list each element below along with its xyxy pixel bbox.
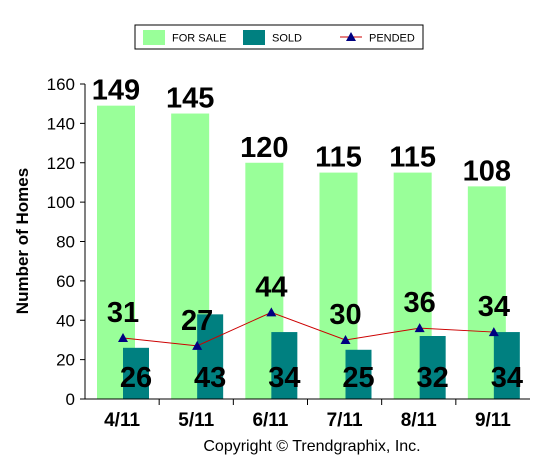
bar-sold (345, 349, 372, 399)
data-label-pended: 34 (478, 291, 510, 323)
bar-sold (197, 314, 224, 399)
data-label-sold: 32 (417, 362, 449, 394)
data-label-pended: 27 (181, 305, 213, 337)
y-tick-label: 20 (56, 351, 75, 370)
pended-series (118, 307, 499, 350)
bar-sold (493, 332, 520, 399)
data-label-for-sale: 145 (166, 83, 214, 115)
bar-sold (271, 332, 298, 399)
data-label-pended: 44 (255, 271, 287, 303)
legend-swatch-sold (243, 30, 265, 45)
data-label-pended: 30 (329, 299, 361, 331)
x-axis-ticks: 4/11 5/11 6/11 7/11 8/11 9/11 (104, 399, 511, 431)
pended-marker (488, 327, 499, 337)
pended-marker (340, 334, 351, 344)
legend-swatch-for-sale (143, 30, 165, 45)
y-axis-ticks: 0 20 40 60 80 100 120 140 160 (47, 75, 85, 409)
y-tick-label: 60 (56, 272, 75, 291)
data-label-sold: 34 (268, 362, 300, 394)
data-label-sold: 26 (120, 362, 152, 394)
y-tick-label: 100 (47, 193, 75, 212)
data-label-for-sale: 108 (463, 155, 511, 187)
pended-line (122, 311, 494, 347)
legend-label-pended: PENDED (369, 33, 415, 45)
x-tick-label: 7/11 (327, 410, 363, 431)
legend-marker-pended (346, 32, 356, 41)
bar-sold (123, 347, 149, 399)
data-label-for-sale: 120 (240, 132, 288, 164)
data-label-sold: 43 (194, 362, 226, 394)
legend: FOR SALE SOLD PENDED (134, 24, 424, 50)
data-label-for-sale: 115 (315, 142, 362, 174)
data-label-for-sale: 115 (389, 142, 436, 174)
axes (84, 84, 530, 400)
pended-marker (118, 332, 128, 342)
data-label-for-sale: 149 (92, 75, 140, 107)
pended-marker (266, 307, 277, 317)
pended-marker (192, 340, 203, 350)
x-tick-label: 9/11 (475, 410, 511, 431)
x-tick-label: 8/11 (401, 410, 437, 431)
legend-label-for-sale: FOR SALE (172, 33, 226, 45)
y-tick-label: 80 (56, 233, 75, 252)
pended-marker (414, 323, 425, 333)
x-tick-label: 6/11 (252, 410, 288, 431)
data-label-pended: 31 (107, 297, 139, 329)
legend-box (134, 24, 424, 50)
x-tick-label: 4/11 (104, 410, 140, 431)
data-labels: 149 26 145 43 120 34 115 25 115 32 108 34 31 27 44 30 36… (92, 75, 523, 394)
bar-sold (419, 336, 446, 399)
y-tick-label: 40 (56, 311, 75, 330)
y-tick-label: 160 (47, 75, 75, 94)
data-label-sold: 34 (491, 362, 523, 394)
legend-label-sold: SOLD (272, 33, 302, 45)
x-tick-label: 5/11 (178, 410, 214, 431)
y-axis-label: Number of Homes (13, 168, 32, 314)
y-tick-label: 140 (47, 114, 75, 133)
y-tick-label: 0 (66, 390, 75, 409)
data-label-sold: 25 (342, 362, 374, 394)
bars (97, 105, 520, 399)
copyright-text: Copyright © Trendgraphix, Inc. (203, 438, 420, 455)
y-tick-label: 120 (47, 154, 75, 173)
data-label-pended: 36 (404, 287, 436, 319)
